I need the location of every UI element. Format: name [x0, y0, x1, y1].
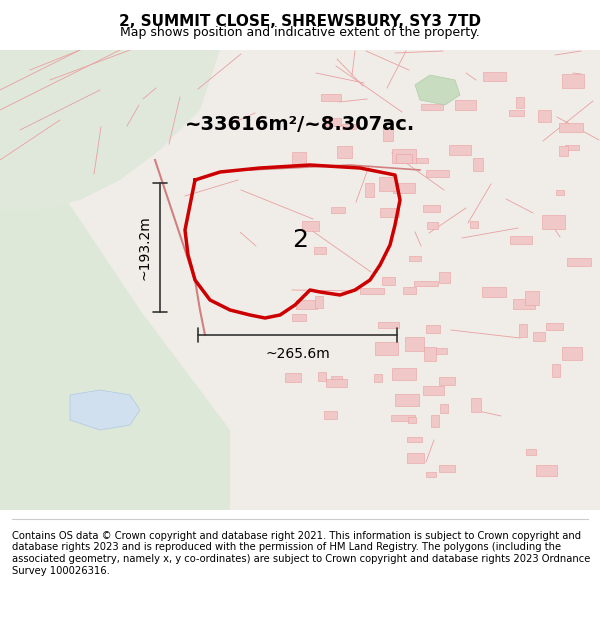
Bar: [483, 72, 506, 81]
Text: Contains OS data © Crown copyright and database right 2021. This information is : Contains OS data © Crown copyright and d…: [12, 531, 590, 576]
Bar: [440, 404, 448, 413]
Bar: [302, 221, 319, 231]
Bar: [414, 281, 438, 286]
Bar: [470, 221, 478, 228]
Bar: [380, 208, 399, 217]
Bar: [482, 287, 506, 297]
Bar: [405, 337, 424, 351]
Bar: [449, 145, 471, 155]
Bar: [296, 300, 317, 309]
Bar: [509, 110, 524, 116]
Bar: [471, 398, 481, 412]
Bar: [567, 258, 591, 266]
Bar: [337, 146, 352, 158]
Bar: [315, 296, 323, 308]
Bar: [431, 415, 439, 427]
Bar: [314, 247, 326, 254]
Polygon shape: [70, 390, 140, 430]
Bar: [326, 379, 347, 387]
Bar: [421, 104, 443, 110]
Polygon shape: [0, 130, 230, 510]
Bar: [326, 118, 341, 126]
Bar: [426, 472, 436, 477]
Bar: [375, 342, 398, 355]
Bar: [556, 190, 564, 195]
Bar: [391, 415, 415, 421]
Bar: [365, 183, 374, 197]
Bar: [525, 291, 539, 305]
Bar: [331, 207, 345, 213]
Bar: [546, 323, 563, 330]
Bar: [426, 325, 440, 333]
Bar: [426, 170, 449, 177]
Bar: [403, 287, 416, 294]
Text: Map shows position and indicative extent of the property.: Map shows position and indicative extent…: [120, 26, 480, 39]
Bar: [430, 348, 447, 354]
Bar: [409, 256, 421, 261]
Bar: [455, 100, 476, 110]
Bar: [510, 236, 532, 244]
Bar: [342, 124, 356, 129]
Bar: [519, 324, 527, 337]
Polygon shape: [415, 75, 460, 105]
Bar: [562, 347, 582, 360]
Bar: [416, 158, 428, 163]
Bar: [538, 110, 551, 122]
Bar: [292, 314, 306, 321]
Text: 2: 2: [292, 228, 308, 252]
Bar: [392, 149, 416, 163]
Bar: [324, 411, 337, 419]
Bar: [408, 417, 416, 423]
Bar: [407, 437, 422, 442]
Text: ~33616m²/~8.307ac.: ~33616m²/~8.307ac.: [185, 116, 415, 134]
Bar: [378, 322, 399, 328]
Text: ~265.6m: ~265.6m: [265, 347, 330, 361]
Bar: [331, 376, 342, 385]
Bar: [565, 145, 579, 150]
Bar: [423, 205, 440, 212]
Bar: [407, 453, 424, 463]
Bar: [393, 183, 415, 193]
Text: 2, SUMMIT CLOSE, SHREWSBURY, SY3 7TD: 2, SUMMIT CLOSE, SHREWSBURY, SY3 7TD: [119, 14, 481, 29]
Bar: [285, 373, 301, 382]
Bar: [392, 368, 416, 380]
Bar: [423, 386, 444, 395]
Bar: [536, 465, 557, 476]
Bar: [473, 158, 483, 171]
Text: ~193.2m: ~193.2m: [138, 215, 152, 280]
Bar: [374, 374, 382, 382]
Bar: [439, 465, 455, 472]
Bar: [318, 372, 326, 381]
Bar: [382, 277, 395, 285]
Bar: [395, 394, 419, 406]
Bar: [526, 449, 536, 455]
Bar: [562, 74, 584, 88]
Bar: [542, 215, 565, 229]
Bar: [533, 332, 545, 341]
Bar: [516, 97, 524, 108]
Bar: [427, 222, 438, 229]
Bar: [321, 94, 341, 101]
Polygon shape: [0, 50, 220, 210]
Bar: [559, 123, 583, 132]
Bar: [424, 347, 436, 361]
Bar: [292, 152, 306, 165]
Bar: [360, 288, 384, 294]
Bar: [552, 364, 560, 377]
Bar: [439, 377, 455, 385]
Bar: [439, 272, 450, 283]
Bar: [396, 154, 412, 163]
Bar: [513, 299, 535, 309]
Bar: [383, 128, 393, 141]
Bar: [559, 146, 568, 156]
Bar: [379, 177, 396, 191]
